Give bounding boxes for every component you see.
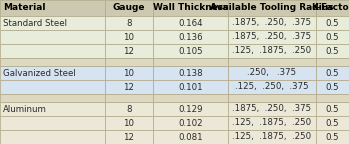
Text: 0.129: 0.129 — [178, 105, 203, 113]
Bar — [105, 80, 153, 94]
Text: Standard Steel: Standard Steel — [3, 18, 67, 28]
Text: .125,  .1875,  .250: .125, .1875, .250 — [232, 119, 312, 127]
Text: Gauge: Gauge — [113, 3, 145, 13]
Bar — [228, 94, 316, 102]
Bar — [105, 102, 153, 116]
Bar — [0, 30, 105, 44]
Bar — [0, 58, 105, 66]
Bar — [105, 66, 153, 80]
Bar — [153, 80, 228, 94]
Text: .1875,  .250,  .375: .1875, .250, .375 — [232, 18, 312, 28]
Bar — [153, 94, 228, 102]
Text: 0.138: 0.138 — [178, 69, 203, 77]
Bar — [0, 94, 105, 102]
Bar — [228, 80, 316, 94]
Text: 12: 12 — [124, 47, 134, 55]
Bar — [105, 116, 153, 130]
Bar — [153, 58, 228, 66]
Text: 0.136: 0.136 — [178, 33, 203, 41]
Bar — [228, 0, 316, 16]
Text: .1875,  .250,  .375: .1875, .250, .375 — [232, 105, 312, 113]
Bar — [228, 58, 316, 66]
Bar — [228, 102, 316, 116]
Text: 10: 10 — [124, 69, 134, 77]
Text: 0.164: 0.164 — [178, 18, 203, 28]
Bar — [228, 30, 316, 44]
Bar — [0, 66, 105, 80]
Text: .125,  .1875,  .250: .125, .1875, .250 — [232, 132, 312, 142]
Text: 12: 12 — [124, 132, 134, 142]
Text: 0.102: 0.102 — [178, 119, 203, 127]
Bar — [0, 16, 105, 30]
Bar — [0, 102, 105, 116]
Bar — [105, 0, 153, 16]
Text: 12: 12 — [124, 83, 134, 91]
Text: .1875,  .250,  .375: .1875, .250, .375 — [232, 33, 312, 41]
Bar — [316, 16, 349, 30]
Text: 0.5: 0.5 — [326, 33, 339, 41]
Text: 8: 8 — [126, 105, 132, 113]
Bar — [316, 44, 349, 58]
Bar — [0, 116, 105, 130]
Bar — [316, 58, 349, 66]
Text: Aluminum: Aluminum — [3, 105, 47, 113]
Text: K-Factor: K-Factor — [311, 3, 349, 13]
Bar — [105, 58, 153, 66]
Bar — [316, 80, 349, 94]
Text: .250,   .375: .250, .375 — [247, 69, 297, 77]
Bar — [316, 102, 349, 116]
Bar — [153, 16, 228, 30]
Bar — [316, 0, 349, 16]
Bar — [153, 44, 228, 58]
Bar — [0, 44, 105, 58]
Text: 0.5: 0.5 — [326, 47, 339, 55]
Bar — [0, 0, 105, 16]
Text: 0.5: 0.5 — [326, 69, 339, 77]
Bar — [105, 30, 153, 44]
Bar — [105, 44, 153, 58]
Text: Galvanized Steel: Galvanized Steel — [3, 69, 76, 77]
Bar — [316, 130, 349, 144]
Bar — [153, 0, 228, 16]
Bar — [153, 116, 228, 130]
Bar — [316, 116, 349, 130]
Bar — [153, 130, 228, 144]
Text: 0.081: 0.081 — [178, 132, 203, 142]
Text: 0.101: 0.101 — [178, 83, 203, 91]
Bar — [228, 130, 316, 144]
Text: 0.5: 0.5 — [326, 83, 339, 91]
Bar — [105, 94, 153, 102]
Bar — [228, 44, 316, 58]
Text: Wall Thickness: Wall Thickness — [153, 3, 228, 13]
Bar — [228, 16, 316, 30]
Bar — [228, 66, 316, 80]
Bar — [0, 80, 105, 94]
Bar — [0, 130, 105, 144]
Bar — [105, 130, 153, 144]
Bar — [153, 102, 228, 116]
Bar — [316, 94, 349, 102]
Bar — [316, 30, 349, 44]
Bar — [316, 66, 349, 80]
Text: Material: Material — [3, 3, 45, 13]
Text: 10: 10 — [124, 33, 134, 41]
Text: 0.105: 0.105 — [178, 47, 203, 55]
Text: 0.5: 0.5 — [326, 105, 339, 113]
Bar — [228, 116, 316, 130]
Text: Available Tooling Radius: Available Tooling Radius — [210, 3, 334, 13]
Text: 0.5: 0.5 — [326, 132, 339, 142]
Text: 8: 8 — [126, 18, 132, 28]
Text: 10: 10 — [124, 119, 134, 127]
Bar — [105, 16, 153, 30]
Text: 0.5: 0.5 — [326, 18, 339, 28]
Text: .125,  .250,  .375: .125, .250, .375 — [235, 83, 309, 91]
Bar — [153, 30, 228, 44]
Text: 0.5: 0.5 — [326, 119, 339, 127]
Bar — [153, 66, 228, 80]
Text: .125,  .1875,  .250: .125, .1875, .250 — [232, 47, 312, 55]
